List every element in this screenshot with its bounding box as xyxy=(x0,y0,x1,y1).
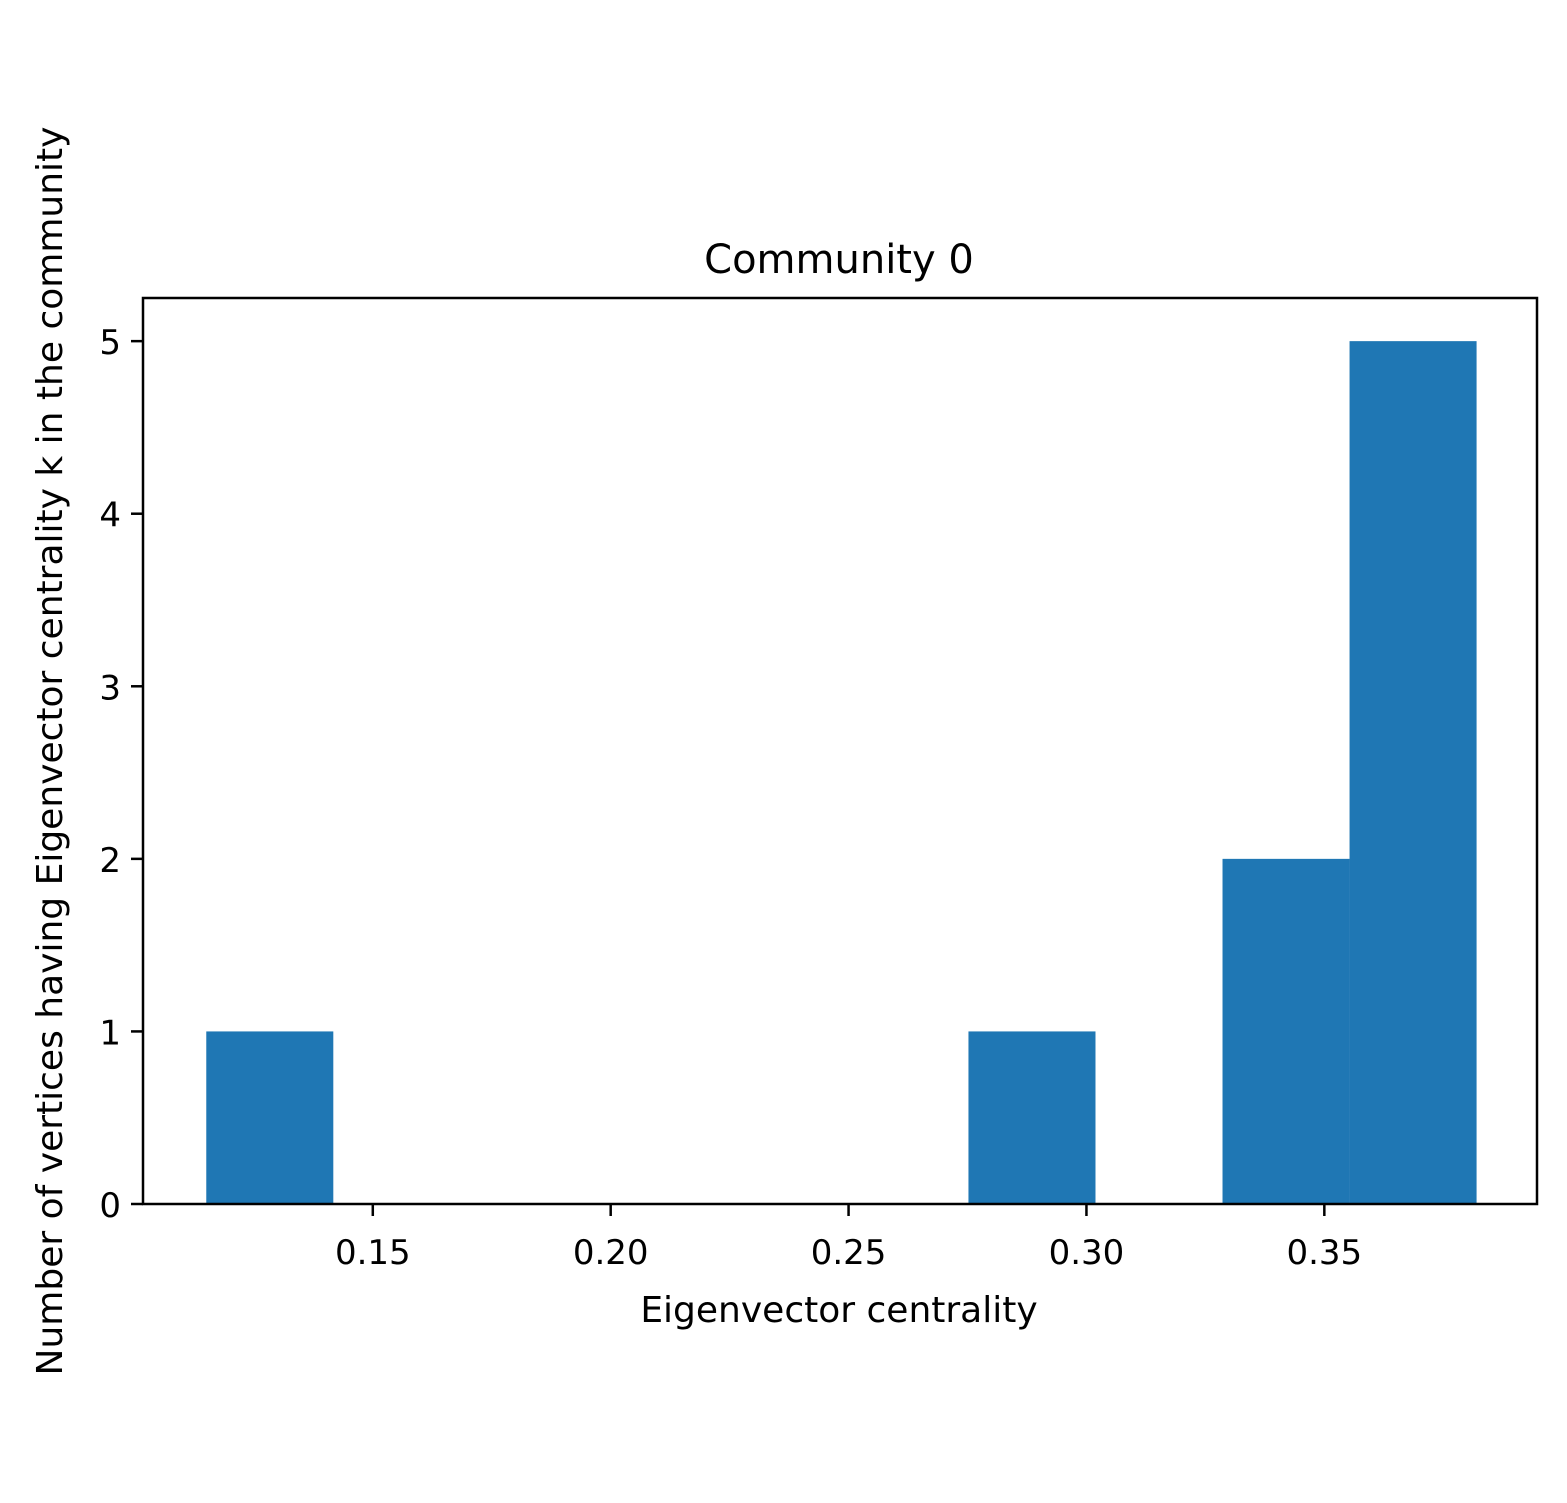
histogram-bar-0 xyxy=(206,1031,334,1204)
y-tick-label: 3 xyxy=(99,668,121,708)
plot-frame xyxy=(141,296,1539,1206)
histogram-bar-8 xyxy=(1222,858,1350,1204)
histogram-bar-6 xyxy=(968,1031,1096,1204)
x-tick-label: 0.15 xyxy=(335,1233,411,1273)
x-tick-label: 0.25 xyxy=(811,1233,887,1273)
histogram-bar-9 xyxy=(1349,341,1477,1205)
y-tick-label: 5 xyxy=(99,323,121,363)
y-tick-label: 2 xyxy=(99,841,121,881)
bars-group xyxy=(206,341,1477,1205)
x-axis-ticks: 0.15 0.20 0.25 0.30 0.35 xyxy=(335,1204,1362,1273)
chart-title: Community 0 xyxy=(704,237,974,283)
y-tick-label: 1 xyxy=(99,1013,121,1053)
x-tick-label: 0.20 xyxy=(573,1233,649,1273)
y-axis-ticks: 0 1 2 3 4 5 xyxy=(99,323,143,1226)
x-tick-label: 0.35 xyxy=(1286,1233,1362,1273)
y-axis-label: Number of vertices having Eigenvector ce… xyxy=(30,127,71,1376)
y-tick-label: 0 xyxy=(99,1186,121,1226)
y-tick-label: 4 xyxy=(99,496,121,536)
x-axis-label: Eigenvector centrality xyxy=(640,1290,1037,1331)
x-tick-label: 0.30 xyxy=(1049,1233,1125,1273)
